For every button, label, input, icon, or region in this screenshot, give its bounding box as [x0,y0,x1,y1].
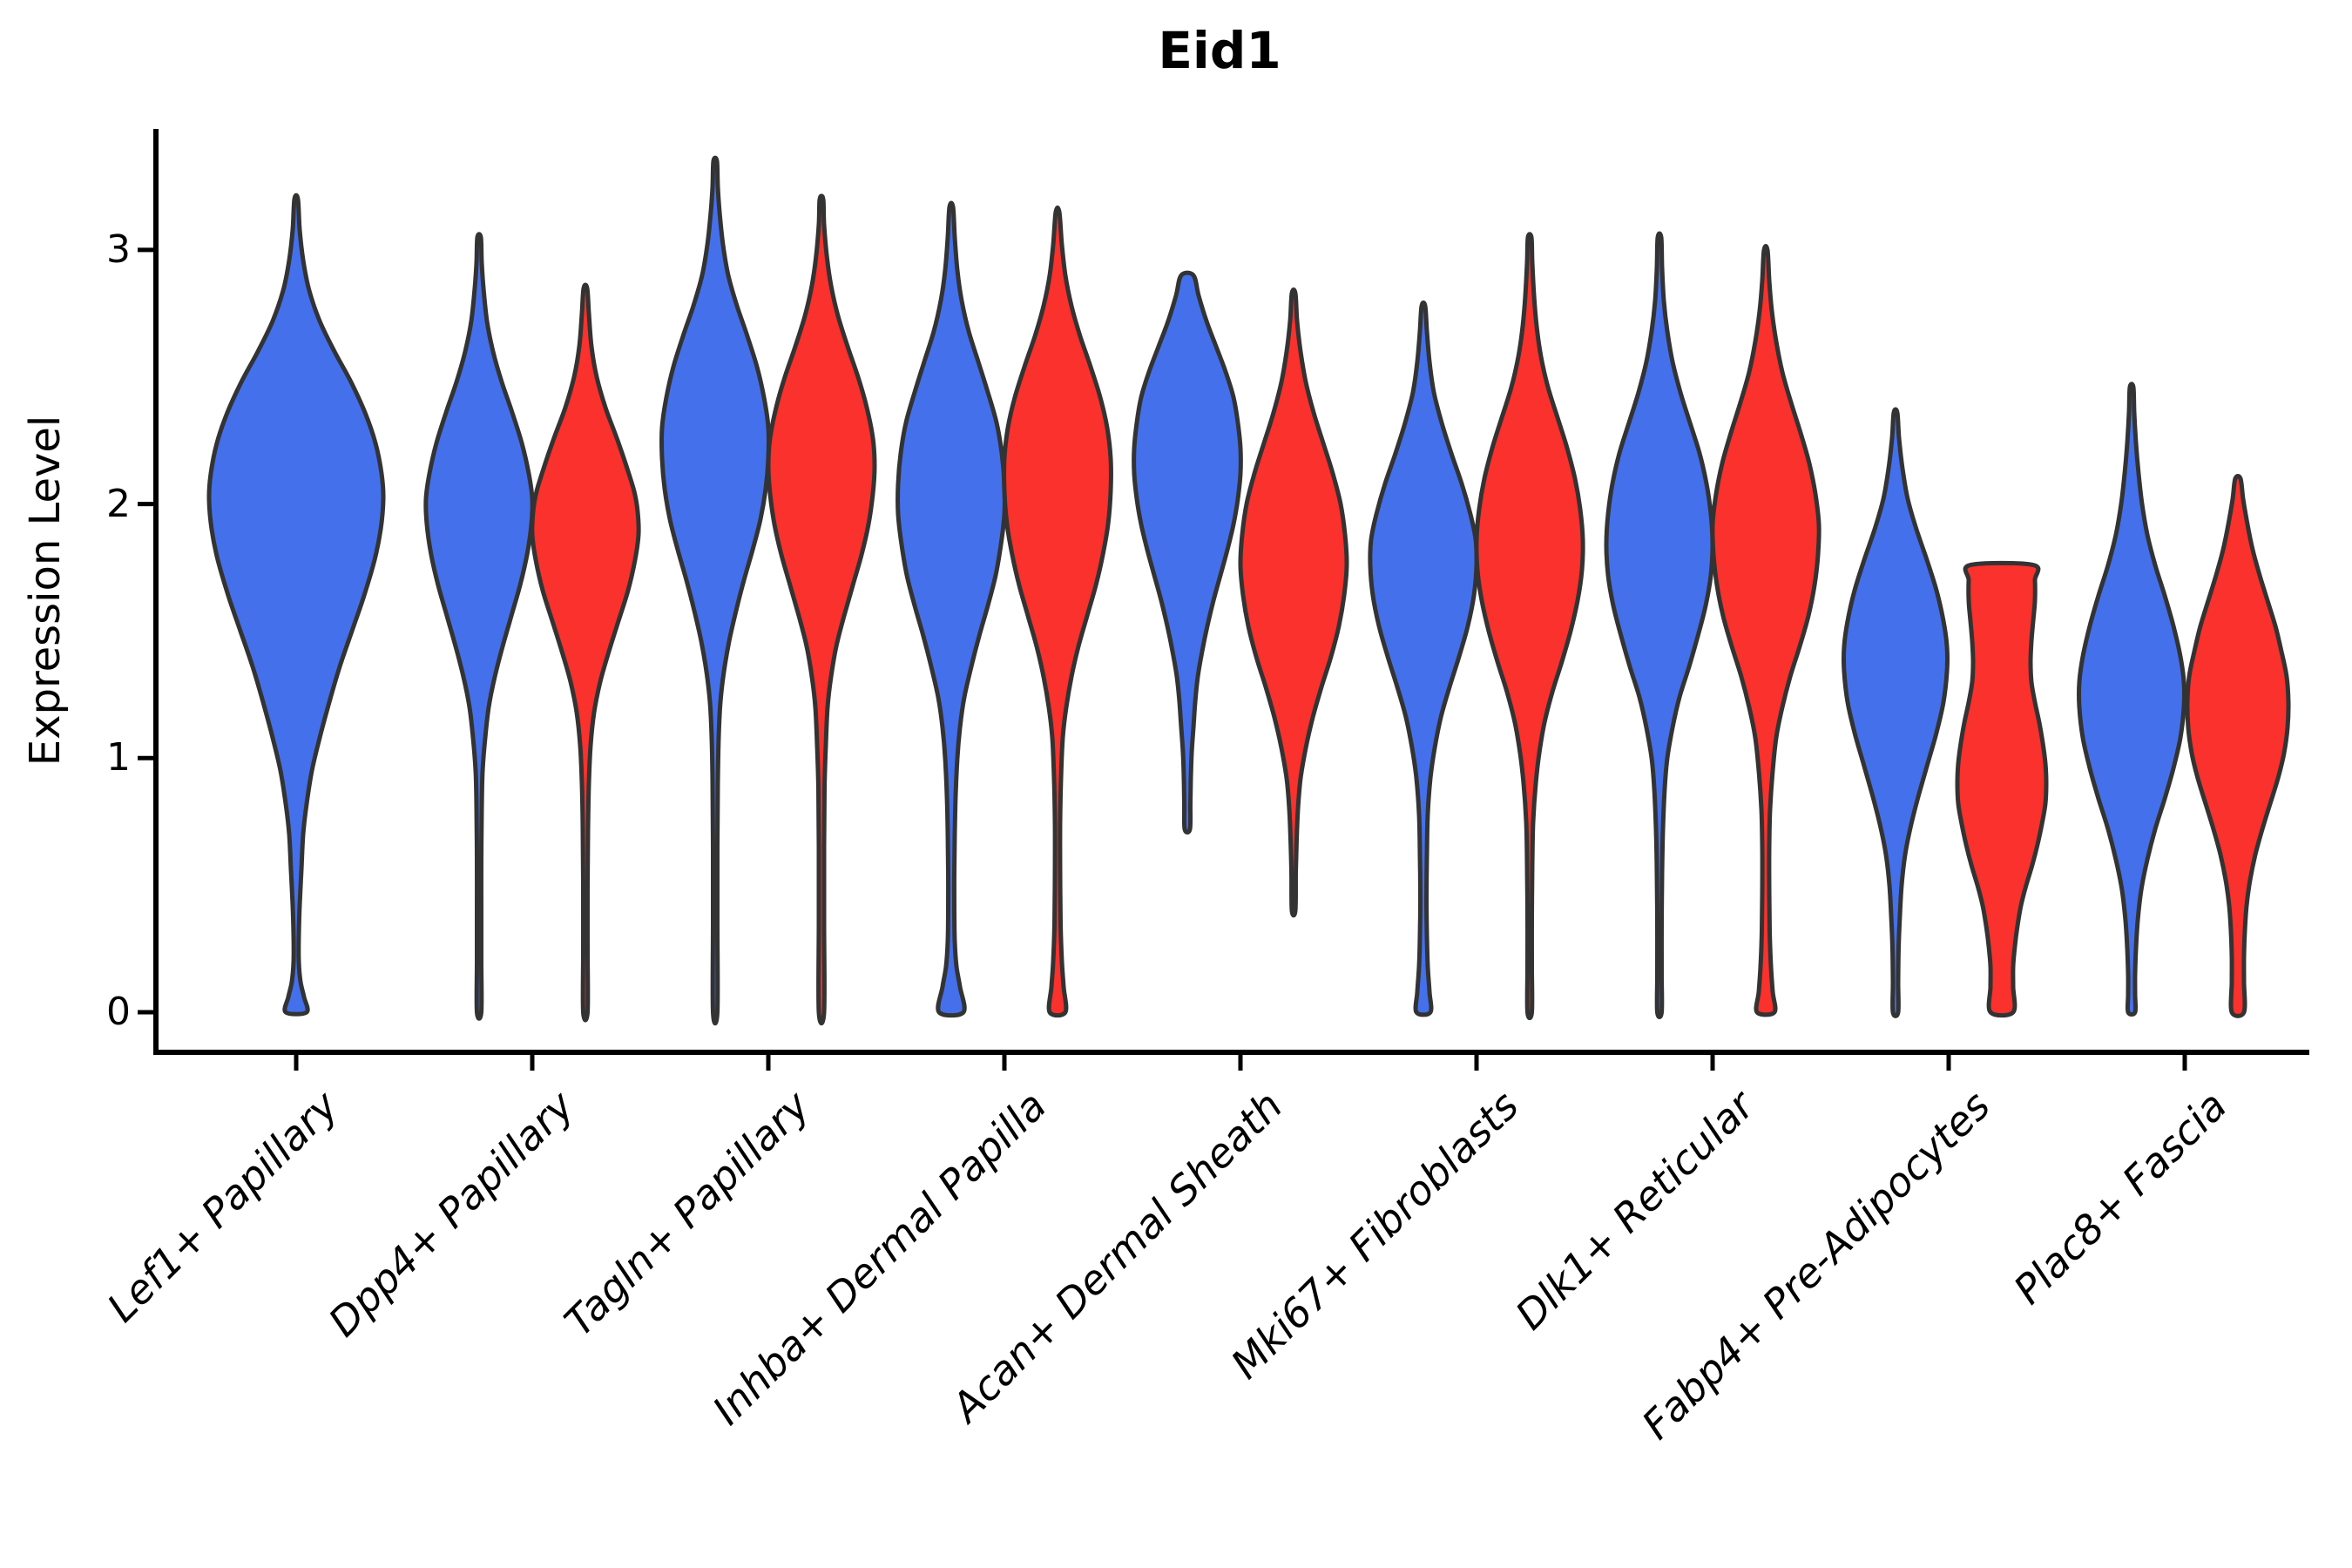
violin-dpp4-papillary-red [530,282,641,1023]
violin-tagln-papillary-red [766,193,877,1026]
page-title: Eid1 [1158,21,1281,80]
violin-dlk1-reticular-red [1710,244,1821,1017]
violin-tagln-papillary-blue [659,155,771,1026]
violin-lef1-papillary-blue [206,193,386,1017]
y-tick-label-1: 1 [106,735,131,781]
violin-mki67-fibroblasts-red [1474,232,1585,1021]
violin-acan-dermal-sheath-red [1238,287,1349,918]
violin-plac8-fascia-red [2185,474,2291,1018]
violin-fabp4-pre-adipocytes-blue [1841,407,1950,1018]
y-tick-label-3: 3 [106,226,131,272]
violin-inhba-dermal-papilla-red [1002,205,1113,1018]
violin-inhba-dermal-papilla-blue [896,200,1007,1018]
violin-dlk1-reticular-blue [1604,231,1715,1019]
y-tick-label-2: 2 [106,481,131,526]
violin-plac8-fascia-blue [2076,382,2187,1017]
violin-fabp4-pre-adipocytes-red [1955,560,2049,1018]
violin-mki67-fibroblasts-blue [1368,300,1479,1017]
violin-dpp4-papillary-blue [423,232,535,1021]
y-tick-label-0: 0 [106,990,131,1034]
y-axis-label: Expression Level [21,415,70,767]
violin-acan-dermal-sheath-blue [1132,270,1243,835]
